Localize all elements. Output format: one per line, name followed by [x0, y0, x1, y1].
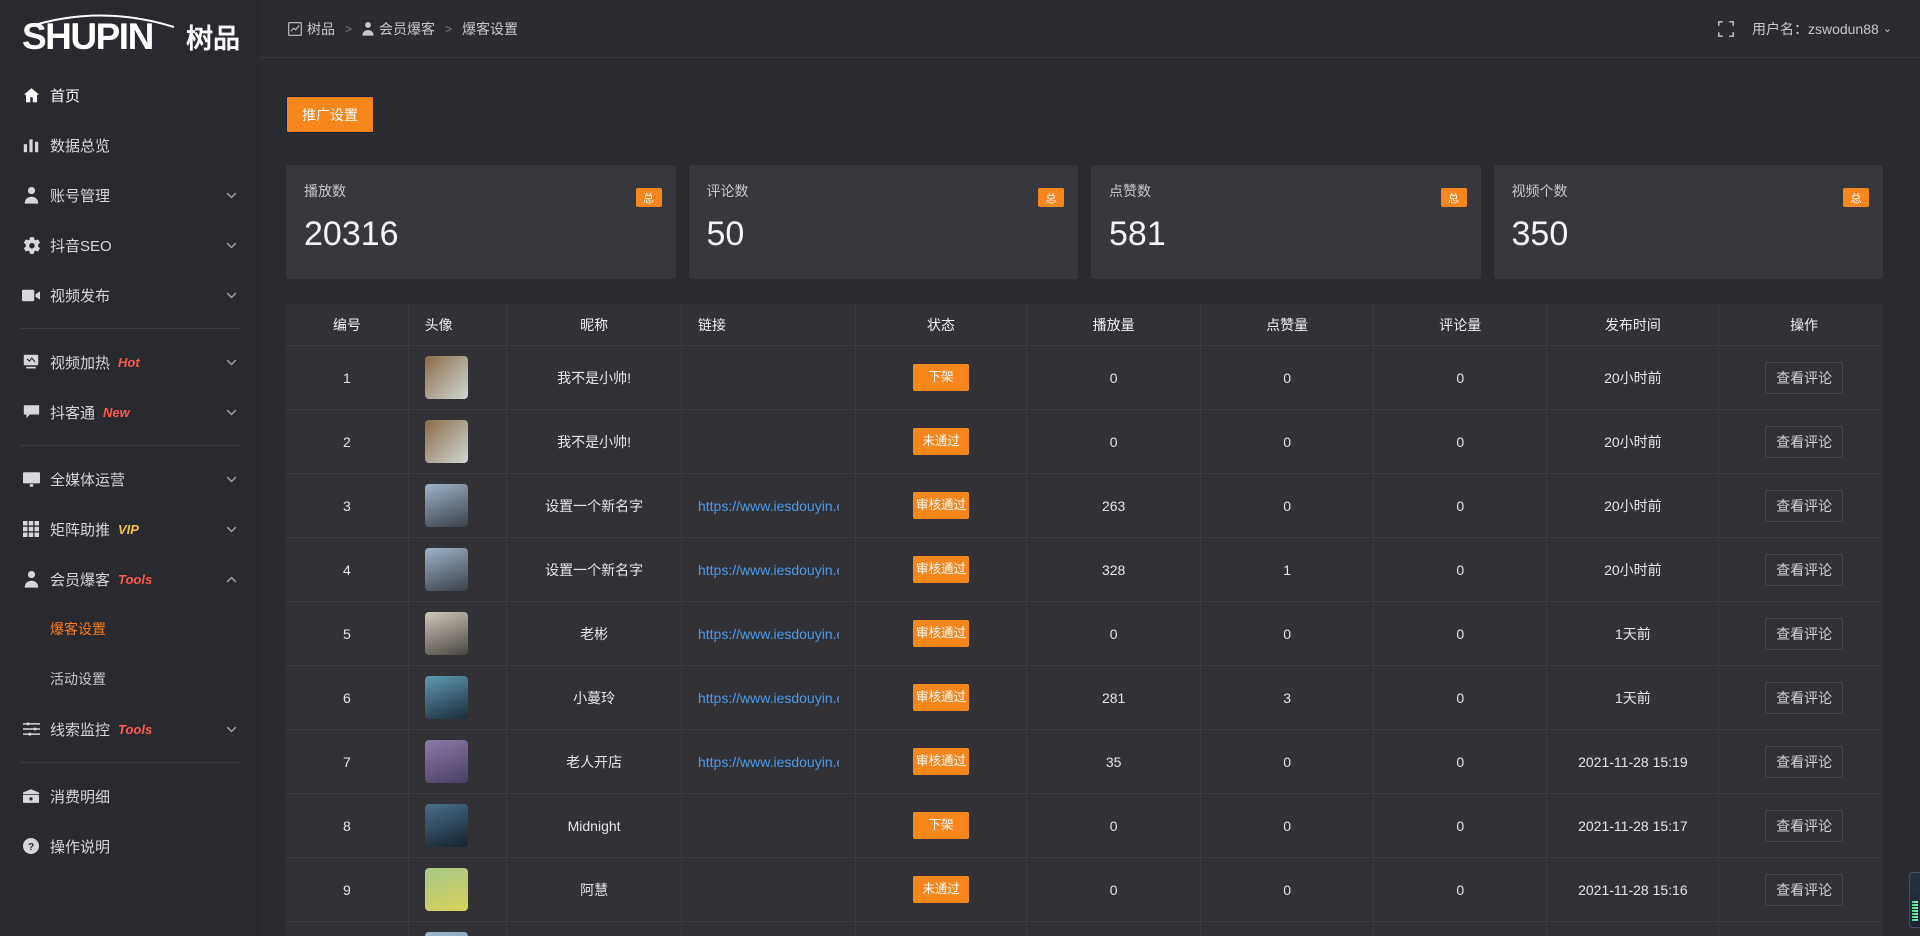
svg-text:?: ? [28, 842, 34, 853]
svg-text:树品: 树品 [186, 24, 240, 54]
